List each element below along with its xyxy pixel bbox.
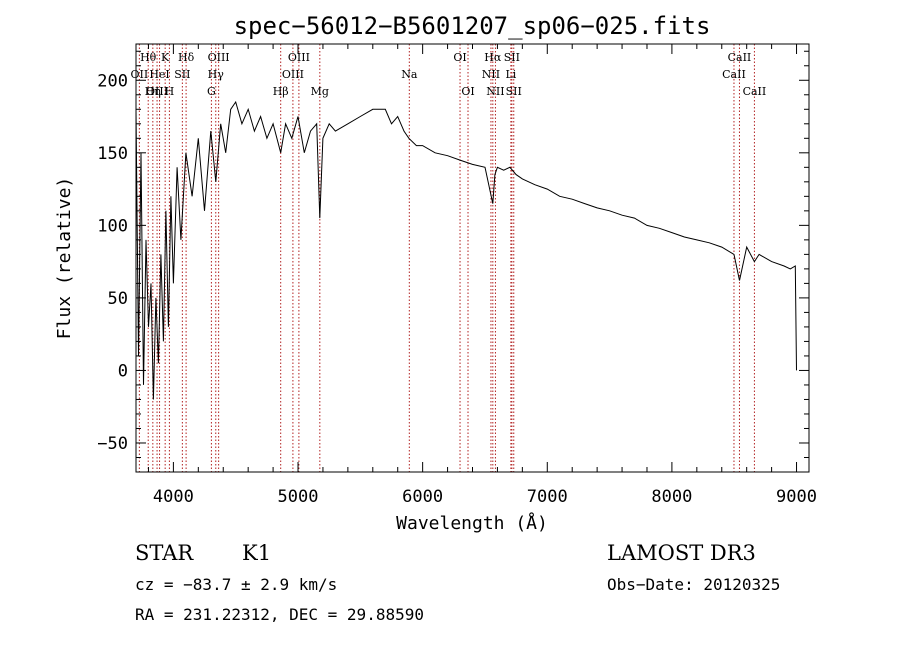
redshift-info: cz = −83.7 ± 2.9 km/s	[135, 575, 337, 594]
obs-date: Obs−Date: 20120325	[607, 575, 780, 594]
spectral-line-label: H	[165, 85, 175, 98]
spectral-line-label: HeI	[149, 68, 169, 81]
chart-title: spec−56012−B5601207_sp06−025.fits	[234, 12, 711, 40]
spectral-line-label: Li	[505, 68, 516, 81]
x-axis-label: Wavelength (Å)	[396, 512, 548, 534]
ra-dec: RA = 231.22312, DEC = 29.88590	[135, 605, 424, 624]
spectral-line-label: SII	[506, 85, 522, 98]
spectral-line-label: Hδ	[178, 51, 195, 64]
spectral-line-label: OII	[131, 68, 149, 81]
spectrum-line	[135, 100, 797, 400]
object-class: STAR	[135, 541, 194, 565]
spectral-line-label: NII	[486, 85, 504, 98]
survey-name: LAMOST DR3	[607, 541, 756, 565]
y-tick-label: 200	[97, 71, 128, 91]
spectral-line-label: SII	[174, 68, 190, 81]
spectral-line-label: OI	[453, 51, 466, 64]
spectral-lines-layer	[138, 44, 755, 472]
spectral-line-label: Hθ	[140, 51, 157, 64]
spectrum-series	[135, 100, 797, 400]
x-tick-label: 6000	[402, 487, 443, 507]
x-tick-label: 7000	[527, 487, 568, 507]
spectral-line-label: OIII	[146, 85, 168, 98]
spectral-line-label: Hγ	[208, 68, 225, 81]
spectral-line-label: NII	[482, 68, 500, 81]
spectral-line-label: OIII	[208, 51, 230, 64]
spectral-line-label: OI	[461, 85, 474, 98]
spectral-line-label: OIII	[288, 51, 310, 64]
spectral-line-label: CaII	[722, 68, 746, 81]
y-axis-ticks: −50 0 50 100 150 200	[97, 50, 809, 458]
spectral-line-label: Hη	[145, 85, 161, 98]
object-subclass: K1	[242, 541, 271, 565]
y-tick-label: 50	[108, 289, 128, 309]
spectral-line-label: Na	[401, 68, 418, 81]
spectral-line-label: CaII	[743, 85, 767, 98]
spectral-line-label: G	[207, 85, 216, 98]
spectral-line-label: K	[161, 51, 170, 64]
y-tick-label: −50	[97, 434, 128, 454]
spectral-line-label: SII	[504, 51, 520, 64]
spectral-line-label: Hα	[484, 51, 502, 64]
spectral-line-label: Mg	[311, 85, 329, 98]
y-axis-label: Flux (relative)	[54, 177, 75, 340]
y-tick-label: 100	[97, 216, 128, 236]
x-tick-label: 5000	[278, 487, 319, 507]
x-tick-label: 4000	[153, 487, 194, 507]
x-tick-label: 8000	[651, 487, 692, 507]
spectral-line-label: OIII	[282, 68, 304, 81]
y-tick-label: 0	[118, 361, 128, 381]
spectral-line-label: Hβ	[273, 85, 289, 98]
y-tick-label: 150	[97, 144, 128, 164]
spectral-line-label: CaII	[728, 51, 752, 64]
x-axis-ticks: 4000 5000 6000 7000 8000 9000	[147, 44, 817, 507]
x-tick-label: 9000	[776, 487, 817, 507]
